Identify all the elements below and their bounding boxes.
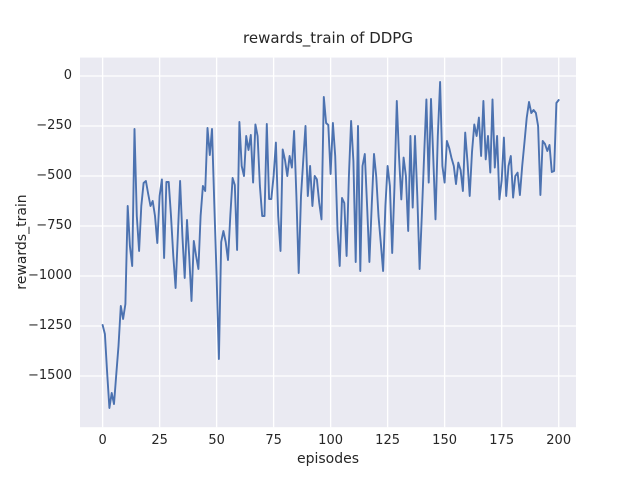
x-tick-label: 50 (208, 433, 225, 448)
y-tick-label: −750 (36, 218, 72, 233)
chart-title: rewards_train of DDPG (243, 29, 413, 47)
rewards-train-line (101, 81, 560, 409)
y-tick-label: −1500 (28, 368, 72, 383)
x-tick-label: 75 (265, 433, 282, 448)
y-tick-label: 0 (63, 68, 72, 83)
x-tick-label: 175 (489, 433, 515, 448)
x-tick-label: 0 (98, 433, 107, 448)
x-tick-label: 25 (151, 433, 168, 448)
x-tick-label: 100 (318, 433, 344, 448)
x-tick-label: 200 (546, 433, 572, 448)
x-tick-label: 125 (375, 433, 401, 448)
y-tick-label: −1250 (28, 318, 72, 333)
y-tick-label: −500 (36, 168, 72, 183)
x-tick-label: 150 (432, 433, 458, 448)
x-axis-label: episodes (296, 451, 360, 467)
y-tick-label: −1000 (28, 268, 72, 283)
y-tick-label: −250 (36, 118, 72, 133)
